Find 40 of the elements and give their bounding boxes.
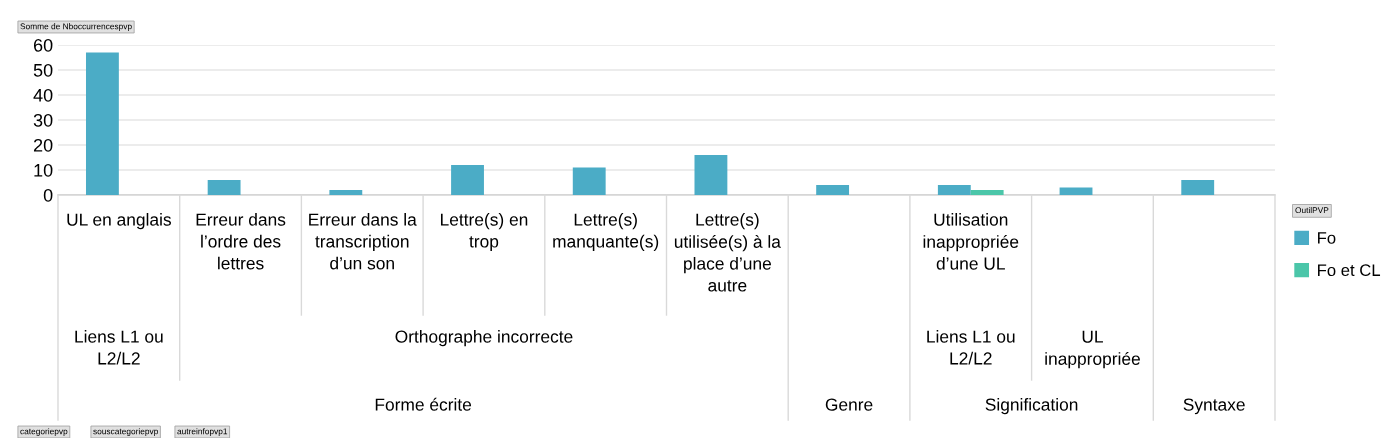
text: Signification: [985, 398, 1078, 415]
bar: [572, 167, 606, 195]
text: Genre: [825, 398, 873, 411]
text: Forme écrite: [375, 397, 472, 411]
y-tick-label: 20: [33, 138, 53, 152]
text: Syntaxe: [1183, 398, 1245, 415]
bar: [1181, 180, 1215, 195]
text: UL inappropriée: [1045, 330, 1140, 369]
bar: [1059, 187, 1093, 195]
text: autreinfopvp1: [177, 428, 228, 436]
x-tick-label: Lettre(s) manquante(s): [553, 213, 659, 252]
bar: [329, 190, 363, 195]
bar: [451, 165, 484, 195]
y-tick-label: 60: [33, 38, 53, 52]
bar: [694, 155, 728, 195]
x-tick-label: Lettre(s) en trop: [440, 213, 528, 252]
legend-label: Fo et CL: [1318, 264, 1381, 277]
text: Somme de Nboccurrencespvp: [20, 23, 132, 31]
x-tick-label: Erreur dans la transcription d’un son: [309, 213, 417, 270]
text: Liens L1 ou L2/L2: [75, 330, 163, 365]
y-tick-label: 0: [43, 188, 53, 202]
y-tick-label: 10: [34, 163, 53, 177]
text: Liens L1 ou L2/L2: [927, 330, 1015, 365]
bar: [207, 180, 241, 195]
legend-title: OutilPVP: [1295, 207, 1329, 214]
legend-label: Fo: [1318, 232, 1336, 244]
x-tick-label: UL en anglais: [67, 213, 171, 230]
y-tick-label: 30: [33, 113, 53, 127]
x-tick-label: Lettre(s) utilisée(s) à la place d’une autre: [674, 213, 781, 292]
bar: [85, 52, 119, 195]
text: categoriepvp: [20, 428, 68, 436]
bar: [970, 190, 1004, 195]
bar: [816, 185, 850, 195]
text: souscategoriepvp: [93, 428, 158, 436]
y-tick-label: 40: [33, 88, 53, 102]
x-tick-label: Utilisation inappropriée d’une UL: [923, 213, 1019, 270]
bar: [937, 185, 971, 195]
text: Orthographe incorrecte: [395, 330, 573, 347]
y-tick-label: 50: [33, 63, 53, 77]
x-tick-label: Erreur dans l’ordre des lettres: [196, 213, 286, 270]
